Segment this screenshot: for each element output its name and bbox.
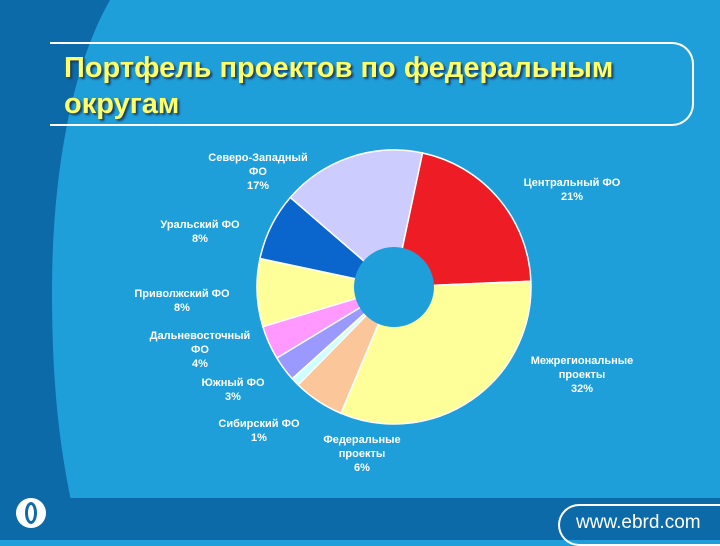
slice-label-7: Уральский ФО 8% [160,219,240,245]
slice-label-line: Южный ФО [201,377,265,389]
slice-label-line: проекты [559,369,606,381]
dark-footer-band [0,498,720,540]
slice-label-line: 17% [247,180,269,192]
slice-label-line: Северо-Западный [208,152,307,164]
slice-label-line: Межрегиональные [531,355,634,367]
slice-label-line: 4% [192,358,208,370]
slice-label-line: проекты [339,448,386,460]
slice-label-line: 8% [174,302,190,314]
slice-label-line: 3% [225,391,241,403]
slice-label-6: Приволжский ФО 8% [134,288,230,314]
footer-url[interactable]: www.ebrd.com [576,512,701,533]
slice-label-line: 32% [571,383,593,395]
slice-label-line: 8% [192,233,208,245]
slice-label-8: Северо-Западный ФО 17% [208,152,307,192]
slice-label-line: Приволжский ФО [134,288,230,300]
slice-label-1: Межрегиональные проекты 32% [531,355,634,395]
slice-label-line: ФО [191,344,209,356]
slice-label-line: Уральский ФО [160,219,240,231]
ebrd-logo [14,496,48,530]
title-frame [50,42,694,126]
slice-label-0: Центральный ФО 21% [524,177,621,203]
slice-label-line: Сибирский ФО [218,418,300,430]
dark-left-band [0,0,110,540]
slice-label-line: 1% [251,432,267,444]
pie-center-hole [354,247,434,327]
slice-label-2: Федеральные проекты 6% [323,434,400,474]
slice-label-line: 6% [354,462,370,474]
slice-label-line: 21% [561,191,583,203]
pie-slice-0 [393,152,532,288]
slice-label-5: Дальневосточный ФО 4% [150,330,251,370]
slice-label-line: Федеральные [323,434,400,446]
slice-label-line: ФО [249,166,267,178]
slice-label-line: Дальневосточный [150,330,251,342]
pie-labels: Центральный ФО 21% Межрегиональные проекты 3… [134,152,633,474]
slice-label-3: Сибирский ФО 1% [218,418,300,444]
pie-slices [256,149,532,425]
slide-title: Портфель проектов по федеральным округам [64,52,614,120]
slice-label-line: Центральный ФО [524,177,621,189]
slice-label-4: Южный ФО 3% [201,377,265,403]
